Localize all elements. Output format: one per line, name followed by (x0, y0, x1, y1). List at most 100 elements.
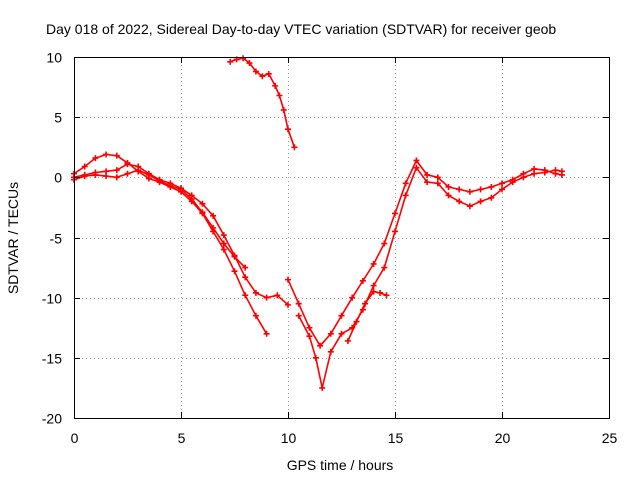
series-trace-7 (344, 288, 390, 344)
data-point-marker (370, 288, 377, 295)
data-point-marker (240, 55, 247, 62)
data-point-marker (145, 171, 152, 178)
data-point-marker (327, 330, 334, 337)
data-point-marker (434, 180, 441, 187)
data-point-marker (424, 171, 431, 178)
data-point-marker (246, 60, 253, 67)
series-line (297, 166, 563, 389)
y-tick-label: -10 (42, 291, 62, 307)
data-point-marker (383, 292, 390, 299)
axis-ticks (74, 57, 610, 419)
data-point-marker (167, 182, 174, 189)
data-point-marker (242, 292, 249, 299)
data-point-marker (210, 224, 217, 231)
data-point-marker (488, 183, 495, 190)
data-point-marker (445, 192, 452, 199)
y-axis-label: SDTVAR / TECUs (5, 182, 21, 294)
x-tick-label: 20 (495, 430, 511, 446)
data-point-marker (231, 253, 238, 260)
data-point-marker (402, 180, 409, 187)
data-point-marker (477, 186, 484, 193)
series-trace-5 (285, 157, 565, 349)
data-point-marker (362, 300, 369, 307)
data-point-marker (319, 384, 326, 391)
data-point-marker (392, 210, 398, 217)
data-point-marker (381, 264, 388, 271)
data-point-marker (520, 174, 527, 181)
data-point-marker (285, 301, 291, 308)
data-point-marker (392, 228, 398, 235)
data-point-marker (327, 348, 334, 355)
data-point-marker (242, 264, 249, 271)
data-point-marker (370, 282, 377, 289)
data-point-marker (381, 240, 388, 247)
data-point-marker (541, 169, 548, 176)
chart-title: Day 018 of 2022, Sidereal Day-to-day VTE… (46, 21, 556, 37)
data-point-marker (285, 276, 291, 283)
x-tick-label: 25 (602, 430, 618, 446)
y-tick-label: 5 (54, 110, 62, 126)
data-point-marker (188, 195, 195, 202)
x-tick-label: 0 (71, 430, 79, 446)
data-point-marker (124, 170, 131, 177)
data-point-marker (413, 157, 420, 164)
x-tick-label: 15 (388, 430, 404, 446)
series-layer (71, 55, 565, 391)
data-point-marker (92, 155, 99, 162)
data-point-marker (295, 312, 302, 319)
data-point-marker (242, 274, 249, 281)
data-point-marker (306, 333, 313, 340)
data-point-marker (499, 186, 505, 193)
data-point-marker (252, 312, 259, 319)
series-line (287, 159, 563, 347)
data-point-marker (220, 246, 227, 253)
data-point-marker (499, 180, 505, 187)
data-point-marker (509, 179, 516, 186)
data-point-marker (113, 167, 120, 174)
data-point-marker (81, 173, 88, 180)
grid (74, 57, 609, 418)
data-point-marker (338, 312, 345, 319)
data-point-marker (199, 209, 206, 216)
data-point-marker (353, 318, 360, 325)
x-tick-label: 5 (178, 430, 186, 446)
data-point-marker (231, 268, 238, 275)
data-point-marker (103, 151, 110, 158)
data-point-marker (456, 186, 463, 193)
data-point-marker (434, 174, 441, 181)
series-line (229, 57, 296, 149)
x-tick-label: 10 (281, 430, 297, 446)
series-trace-1 (71, 151, 270, 337)
data-point-marker (306, 324, 313, 331)
data-point-marker (103, 173, 110, 180)
y-tick-label: 10 (46, 50, 62, 66)
data-point-marker (252, 68, 259, 75)
data-point-marker (252, 289, 259, 296)
data-point-marker (558, 168, 565, 175)
data-point-marker (274, 292, 281, 299)
y-tick-label: -5 (50, 231, 63, 247)
data-point-marker (124, 161, 131, 168)
data-point-marker (338, 330, 345, 337)
data-point-marker (265, 70, 272, 77)
y-tick-label: -15 (42, 351, 62, 367)
data-point-marker (402, 192, 409, 199)
y-tick-label: 0 (54, 170, 62, 186)
series-trace-3 (71, 167, 249, 271)
data-point-marker (424, 179, 431, 186)
data-point-marker (263, 294, 270, 301)
data-point-marker (81, 163, 88, 170)
x-axis-label: GPS time / hours (287, 457, 394, 473)
data-point-marker (259, 73, 266, 80)
data-point-marker (317, 342, 324, 349)
data-point-marker (295, 300, 302, 307)
data-point-marker (199, 200, 206, 207)
data-point-marker (227, 58, 234, 65)
data-point-marker (349, 294, 356, 301)
data-point-marker (344, 337, 351, 344)
data-point-marker (113, 152, 120, 159)
data-point-marker (359, 277, 366, 284)
x-tick-labels: 0 5 10 15 20 25 (71, 430, 618, 446)
data-point-marker (280, 106, 287, 113)
